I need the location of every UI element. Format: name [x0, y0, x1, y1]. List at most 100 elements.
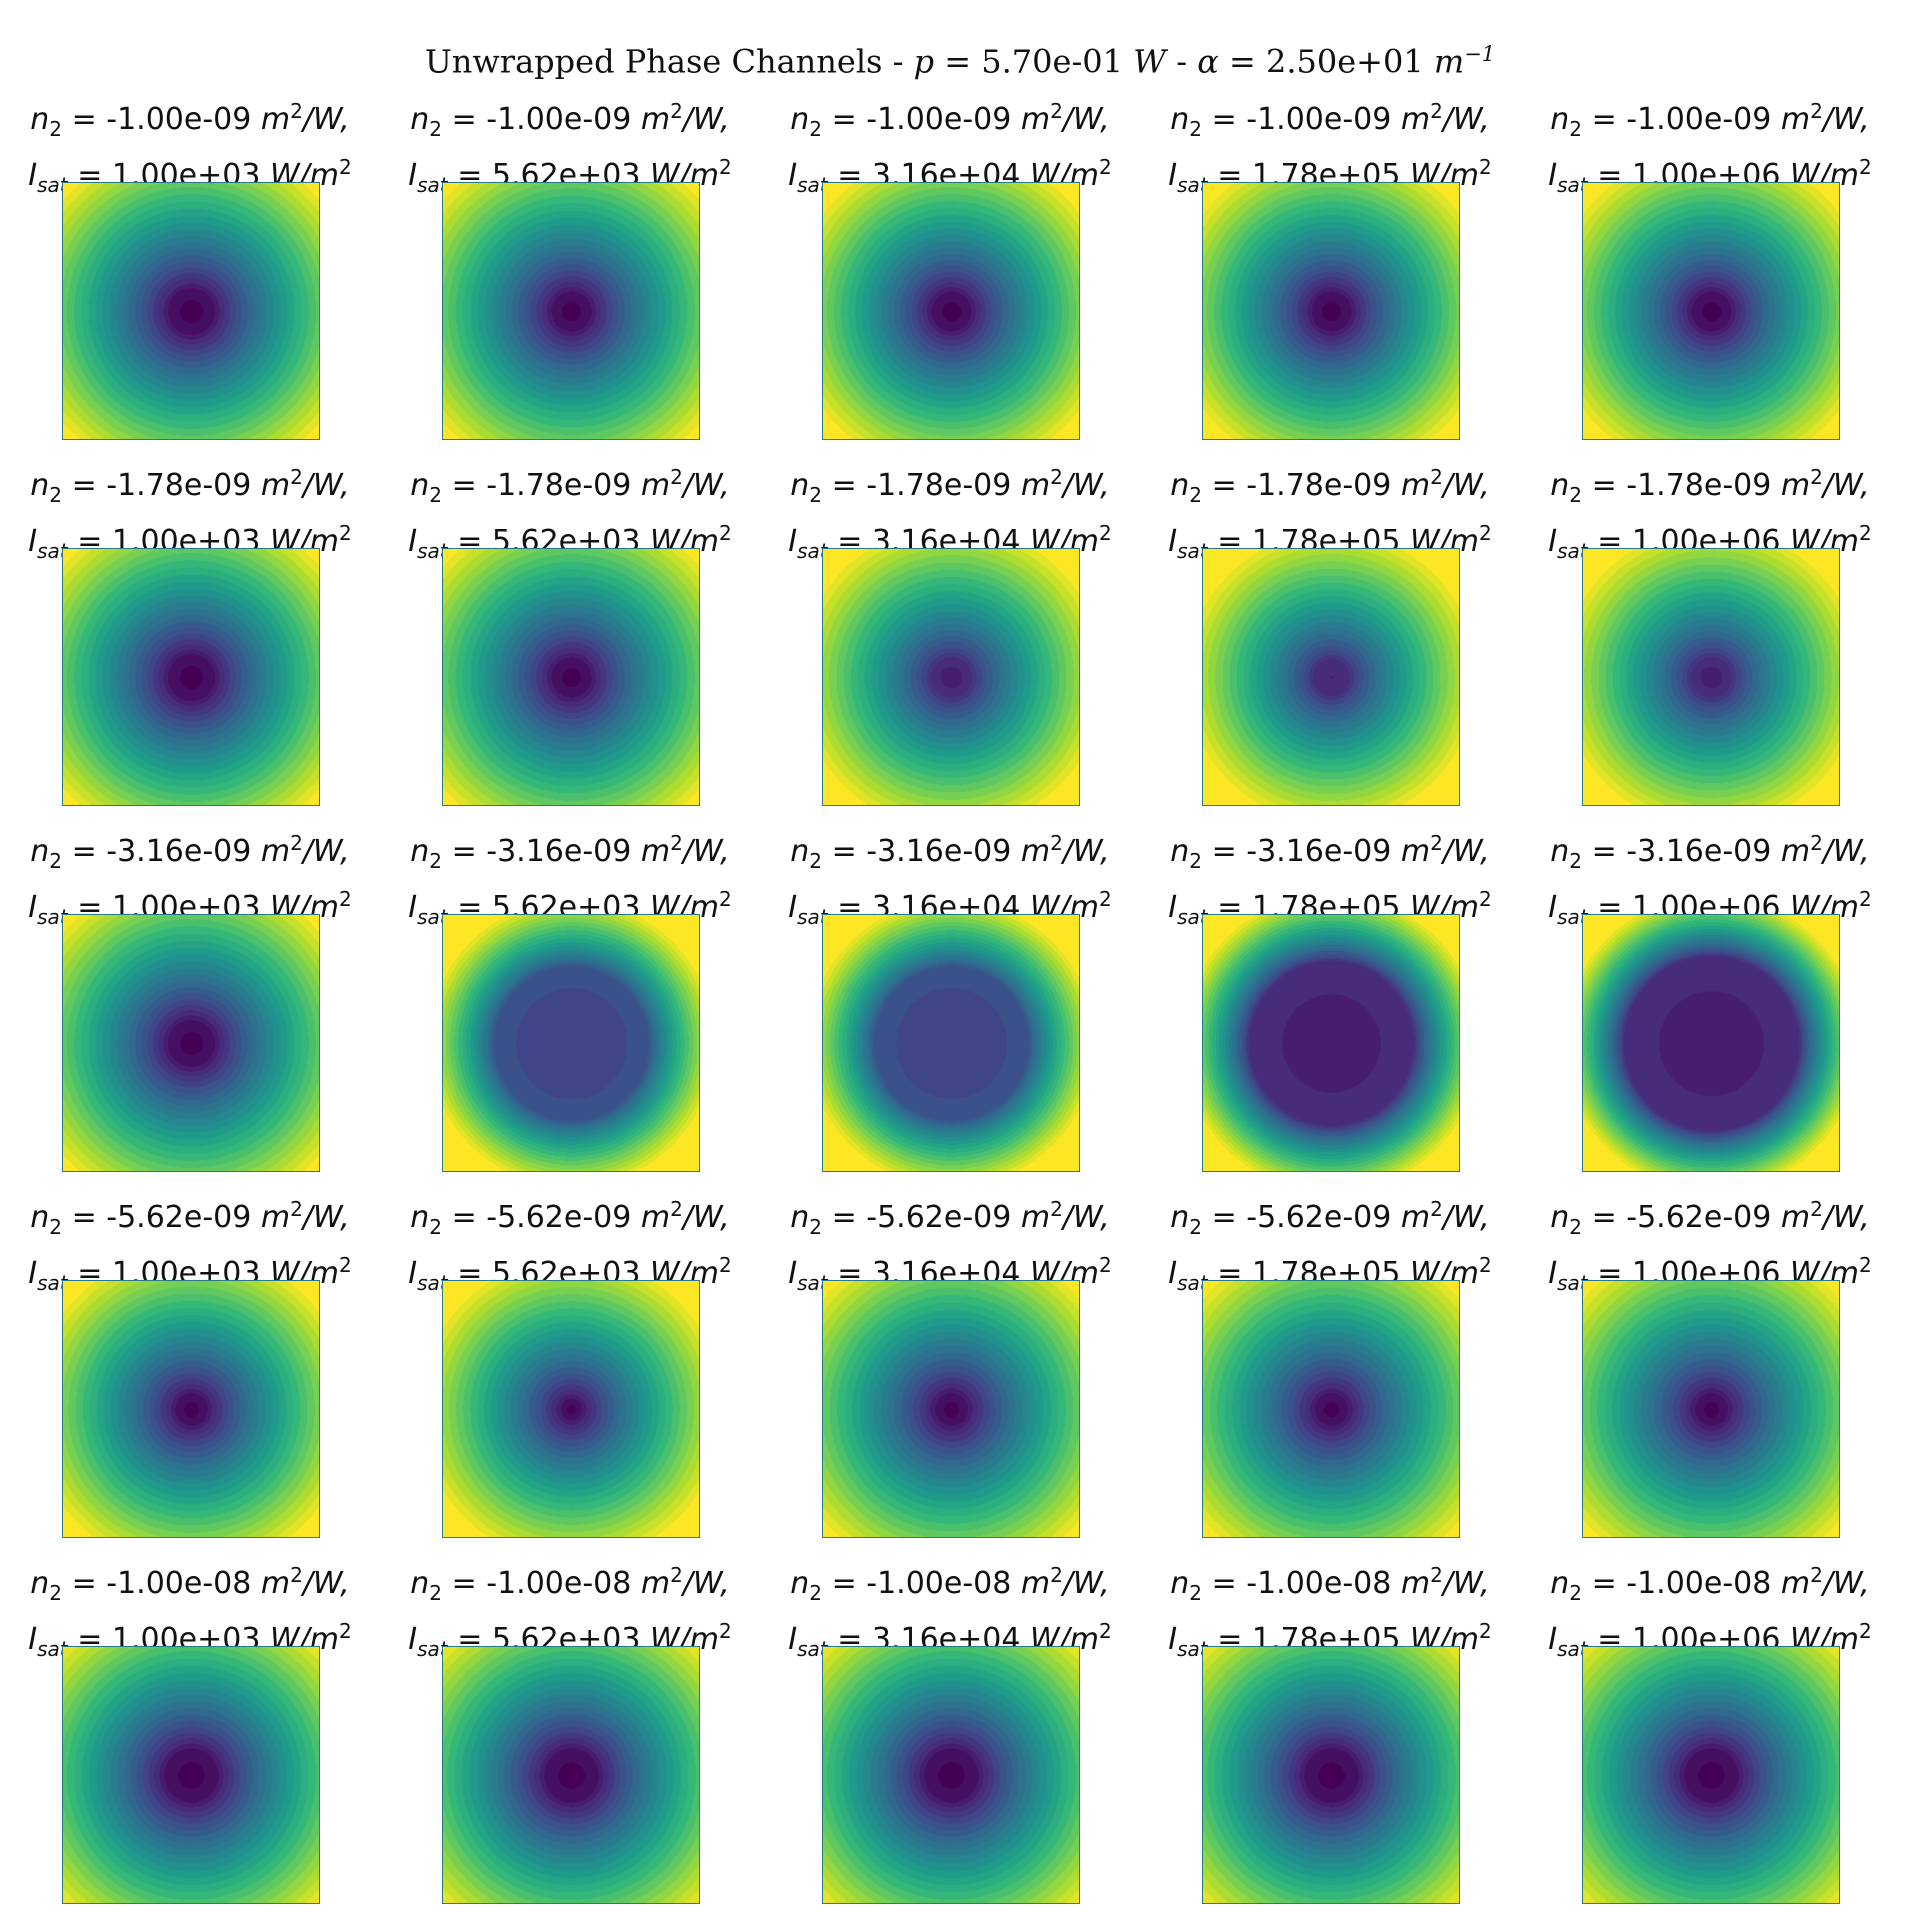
n2-subscript: 2 — [49, 117, 63, 141]
isat-unit-exp: 2 — [1099, 1253, 1112, 1277]
n2-equals: = — [822, 468, 867, 503]
n2-symbol: n — [1550, 468, 1570, 503]
n2-value: -1.00e-09 — [1626, 102, 1772, 137]
n2-value: -5.62e-09 — [1246, 1200, 1392, 1235]
n2-subscript: 2 — [1569, 1215, 1583, 1239]
n2-unit-w: /W, — [302, 468, 350, 503]
n2-symbol: n — [790, 1566, 810, 1601]
n2-equals: = — [1202, 1566, 1247, 1601]
n2-value: -1.00e-09 — [106, 102, 252, 137]
n2-subscript: 2 — [1569, 483, 1583, 507]
phase-heatmap — [1582, 182, 1840, 440]
phase-heatmap — [822, 1280, 1080, 1538]
n2-equals: = — [1582, 834, 1627, 869]
n2-equals: = — [62, 1566, 107, 1601]
n2-value: -1.00e-08 — [866, 1566, 1012, 1601]
title-p-unit: W — [1133, 42, 1167, 81]
isat-unit-exp: 2 — [1859, 521, 1872, 545]
isat-unit-exp: 2 — [1479, 887, 1492, 911]
n2-unit-exp: 2 — [670, 831, 683, 855]
isat-unit-exp: 2 — [719, 521, 732, 545]
n2-unit-exp: 2 — [1810, 99, 1823, 123]
n2-space — [1391, 1200, 1401, 1235]
panel-4-2: n2 = -5.62e-09 m2/W, Isat = 5.62e+03 W/m2 — [380, 1190, 760, 1556]
phase-heatmap — [1202, 548, 1460, 806]
n2-unit-w: /W, — [1062, 834, 1110, 869]
n2-unit-m: m — [1400, 468, 1431, 503]
n2-unit-w: /W, — [1062, 468, 1110, 503]
panel-2-2: n2 = -1.78e-09 m2/W, Isat = 5.62e+03 W/m2 — [380, 458, 760, 824]
n2-value: -5.62e-09 — [866, 1200, 1012, 1235]
n2-space — [1391, 468, 1401, 503]
n2-equals: = — [1582, 1566, 1627, 1601]
phase-heatmap — [62, 914, 320, 1172]
isat-symbol: I — [788, 158, 798, 193]
n2-symbol: n — [410, 468, 430, 503]
n2-unit-w: /W, — [1822, 1566, 1870, 1601]
panel-3-3: n2 = -3.16e-09 m2/W, Isat = 3.16e+04 W/m2 — [760, 824, 1140, 1190]
n2-unit-exp: 2 — [290, 1563, 303, 1587]
n2-unit-exp: 2 — [1050, 1563, 1063, 1587]
n2-symbol: n — [790, 834, 810, 869]
n2-unit-exp: 2 — [1430, 831, 1443, 855]
n2-value: -3.16e-09 — [106, 834, 252, 869]
n2-space — [1011, 1566, 1021, 1601]
phase-heatmap — [62, 182, 320, 440]
n2-symbol: n — [1170, 1200, 1190, 1235]
n2-symbol: n — [1550, 834, 1570, 869]
n2-subscript: 2 — [429, 1215, 443, 1239]
n2-space — [631, 1566, 641, 1601]
panel-4-4: n2 = -5.62e-09 m2/W, Isat = 1.78e+05 W/m2 — [1140, 1190, 1520, 1556]
n2-unit-w: /W, — [1442, 1200, 1490, 1235]
isat-symbol: I — [1548, 1256, 1558, 1291]
title-alpha-value: = 2.50e+01 — [1218, 42, 1434, 81]
panel-title-n2-line: n2 = -1.00e-09 m2/W, — [380, 92, 760, 148]
n2-unit-m: m — [1020, 1566, 1051, 1601]
n2-space — [251, 102, 261, 137]
figure-title: Unwrapped Phase Channels - p = 5.70e-01 … — [0, 32, 1920, 84]
panel-title-n2-line: n2 = -3.16e-09 m2/W, — [0, 824, 380, 880]
n2-subscript: 2 — [809, 483, 823, 507]
phase-heatmap — [442, 182, 700, 440]
n2-space — [251, 1566, 261, 1601]
isat-symbol: I — [1168, 1622, 1178, 1657]
n2-value: -1.00e-08 — [1246, 1566, 1392, 1601]
n2-unit-m: m — [1020, 834, 1051, 869]
n2-unit-m: m — [1780, 1566, 1811, 1601]
phase-heatmap — [1202, 1646, 1460, 1904]
panel-title-n2-line: n2 = -1.78e-09 m2/W, — [1140, 458, 1520, 514]
n2-value: -1.00e-08 — [1626, 1566, 1772, 1601]
n2-subscript: 2 — [1189, 483, 1203, 507]
n2-value: -1.78e-09 — [866, 468, 1012, 503]
n2-value: -3.16e-09 — [1626, 834, 1772, 869]
phase-heatmap — [62, 1280, 320, 1538]
isat-symbol: I — [408, 890, 418, 925]
n2-unit-m: m — [1780, 1200, 1811, 1235]
isat-unit-exp: 2 — [1099, 155, 1112, 179]
n2-unit-exp: 2 — [670, 465, 683, 489]
n2-subscript: 2 — [49, 1581, 63, 1605]
n2-subscript: 2 — [1569, 849, 1583, 873]
n2-value: -1.78e-09 — [1626, 468, 1772, 503]
n2-equals: = — [442, 468, 487, 503]
n2-subscript: 2 — [809, 1581, 823, 1605]
title-alpha-exp: −1 — [1464, 42, 1496, 66]
n2-symbol: n — [790, 468, 810, 503]
n2-unit-exp: 2 — [1050, 465, 1063, 489]
phase-heatmap — [442, 548, 700, 806]
n2-unit-w: /W, — [1442, 468, 1490, 503]
n2-symbol: n — [1550, 1200, 1570, 1235]
panel-title-n2-line: n2 = -1.78e-09 m2/W, — [380, 458, 760, 514]
n2-space — [631, 1200, 641, 1235]
isat-symbol: I — [1548, 890, 1558, 925]
n2-space — [1771, 1200, 1781, 1235]
n2-equals: = — [62, 102, 107, 137]
n2-subscript: 2 — [1189, 849, 1203, 873]
n2-unit-m: m — [1020, 1200, 1051, 1235]
phase-heatmap — [1582, 548, 1840, 806]
isat-symbol: I — [28, 524, 38, 559]
n2-unit-w: /W, — [1822, 102, 1870, 137]
panel-title-n2-line: n2 = -5.62e-09 m2/W, — [0, 1190, 380, 1246]
n2-subscript: 2 — [809, 1215, 823, 1239]
panel-3-5: n2 = -3.16e-09 m2/W, Isat = 1.00e+06 W/m2 — [1520, 824, 1900, 1190]
